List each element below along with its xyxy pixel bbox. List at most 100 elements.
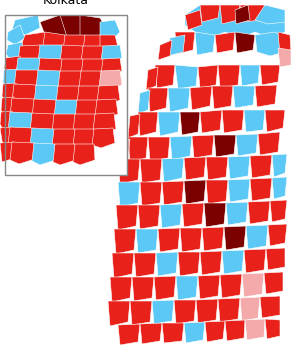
Polygon shape [16, 58, 42, 78]
Polygon shape [220, 274, 242, 298]
Polygon shape [158, 40, 172, 60]
Polygon shape [101, 45, 122, 64]
Polygon shape [178, 252, 200, 276]
Polygon shape [168, 35, 185, 56]
Polygon shape [175, 32, 195, 54]
Polygon shape [10, 98, 36, 120]
Polygon shape [0, 111, 14, 132]
Polygon shape [154, 276, 176, 300]
Polygon shape [140, 159, 162, 183]
Polygon shape [225, 320, 245, 341]
Polygon shape [195, 32, 215, 55]
Polygon shape [1, 97, 16, 118]
Polygon shape [36, 70, 62, 92]
Polygon shape [214, 135, 236, 157]
Polygon shape [2, 83, 18, 104]
Polygon shape [101, 58, 122, 77]
Polygon shape [52, 114, 77, 136]
Polygon shape [40, 15, 85, 38]
Polygon shape [200, 5, 220, 22]
Polygon shape [95, 99, 118, 119]
Polygon shape [204, 203, 226, 227]
Polygon shape [244, 249, 266, 273]
Polygon shape [258, 132, 280, 155]
Polygon shape [146, 67, 158, 90]
Polygon shape [158, 228, 180, 252]
Polygon shape [116, 205, 138, 230]
Polygon shape [148, 137, 170, 161]
Polygon shape [255, 32, 285, 56]
Polygon shape [264, 272, 283, 294]
Polygon shape [236, 134, 258, 156]
Polygon shape [92, 128, 115, 148]
Polygon shape [206, 180, 228, 204]
Polygon shape [3, 69, 20, 90]
Polygon shape [10, 142, 35, 164]
Polygon shape [12, 84, 38, 106]
Polygon shape [266, 248, 285, 270]
Polygon shape [0, 127, 14, 147]
Polygon shape [140, 323, 162, 344]
Polygon shape [176, 276, 198, 300]
Polygon shape [220, 5, 240, 24]
Polygon shape [175, 65, 198, 89]
Polygon shape [192, 135, 214, 158]
Polygon shape [242, 273, 264, 297]
Polygon shape [222, 110, 244, 133]
Polygon shape [205, 321, 225, 342]
Polygon shape [73, 114, 97, 135]
Polygon shape [6, 42, 25, 62]
Polygon shape [132, 277, 154, 301]
Polygon shape [240, 297, 260, 321]
Polygon shape [162, 158, 184, 182]
Polygon shape [245, 319, 265, 340]
Polygon shape [81, 46, 105, 66]
Polygon shape [7, 25, 25, 45]
Bar [5, 15, 127, 175]
Polygon shape [134, 253, 156, 277]
Polygon shape [272, 154, 287, 177]
Polygon shape [118, 324, 140, 345]
Polygon shape [235, 5, 250, 24]
Polygon shape [56, 86, 81, 108]
Polygon shape [138, 90, 150, 114]
Polygon shape [185, 5, 285, 38]
Polygon shape [206, 157, 228, 180]
Polygon shape [160, 204, 182, 228]
Polygon shape [233, 86, 255, 108]
Polygon shape [152, 300, 174, 324]
Polygon shape [198, 275, 220, 299]
Polygon shape [184, 157, 206, 180]
Polygon shape [148, 88, 168, 112]
Polygon shape [270, 200, 287, 222]
Polygon shape [226, 202, 248, 225]
Polygon shape [222, 250, 244, 274]
Polygon shape [250, 178, 272, 201]
Polygon shape [250, 155, 272, 178]
Polygon shape [128, 137, 148, 162]
Polygon shape [99, 70, 122, 90]
Polygon shape [228, 179, 250, 202]
Polygon shape [272, 177, 287, 199]
Polygon shape [30, 128, 56, 150]
Polygon shape [170, 136, 192, 160]
Polygon shape [265, 319, 280, 339]
Polygon shape [138, 112, 158, 136]
Polygon shape [168, 88, 190, 112]
Polygon shape [196, 299, 218, 323]
Polygon shape [184, 180, 206, 204]
Polygon shape [53, 144, 76, 165]
Polygon shape [156, 252, 178, 276]
Polygon shape [100, 35, 118, 53]
Polygon shape [180, 112, 200, 135]
Polygon shape [265, 110, 285, 132]
Polygon shape [246, 225, 268, 249]
Polygon shape [54, 100, 79, 122]
Text: Kolkata: Kolkata [43, 0, 89, 7]
Polygon shape [260, 65, 280, 85]
Polygon shape [14, 70, 40, 92]
Polygon shape [174, 300, 196, 324]
Bar [5, 15, 127, 175]
Polygon shape [58, 71, 83, 92]
Polygon shape [79, 71, 103, 92]
